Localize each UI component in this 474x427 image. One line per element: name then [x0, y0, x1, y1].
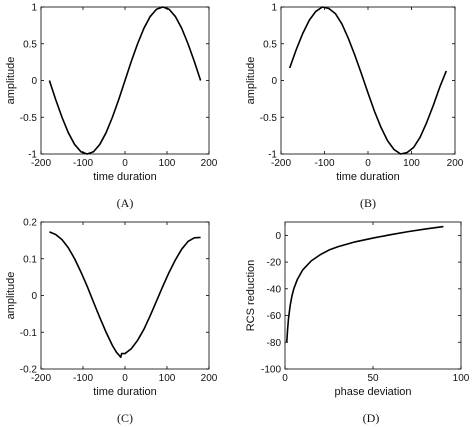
chart-panel-1: -200 -100 0 100 200 -1 -0.5 0 0.5 1 time duration a… [245, 3, 464, 211]
chart-panel-3: 0 50 100 -100 -80 -60 -40 -20 0 phase deviation RC… [245, 221, 470, 425]
y-tick-label: -0.5 [260, 113, 278, 124]
chart-panel-0: -200 -100 0 100 200 -1 -0.5 0 0.5 1 time duration a… [5, 3, 218, 211]
x-tick-label: 50 [367, 373, 379, 384]
series-line-0 [285, 225, 444, 343]
panel-label: (A) [117, 196, 134, 210]
series-line-0 [48, 6, 202, 155]
y-tick-label: 0.5 [23, 39, 37, 50]
y-axis-label: amplitude [5, 272, 17, 320]
y-tick-label: 1 [31, 3, 37, 14]
panel-label: (C) [117, 411, 133, 425]
x-axis-label: time duration [93, 386, 157, 398]
x-tick-label: 0 [282, 373, 288, 384]
panel-label: (B) [360, 196, 376, 210]
y-tick-label: -20 [267, 258, 282, 269]
y-tick-label: 1 [271, 3, 277, 14]
y-tick-label: 0.1 [23, 254, 37, 265]
y-axis-label: amplitude [245, 57, 257, 105]
y-tick-label: -80 [267, 338, 282, 349]
x-tick-label: 100 [159, 158, 176, 169]
x-tick-label: -200 [31, 158, 51, 169]
x-tick-label: -100 [314, 158, 334, 169]
x-tick-label: -200 [271, 158, 291, 169]
x-tick-label: 0 [365, 158, 371, 169]
y-tick-label: -60 [267, 311, 282, 322]
plot-frame [284, 221, 462, 370]
x-axis-label: phase deviation [334, 386, 411, 398]
x-tick-label: 100 [403, 158, 420, 169]
y-axis-label: RCS reduction [245, 260, 257, 332]
x-tick-label: -100 [73, 373, 93, 384]
x-tick-label: 0 [122, 158, 128, 169]
y-tick-label: -0.2 [20, 365, 38, 376]
x-tick-label: 200 [447, 158, 464, 169]
y-tick-label: 0 [31, 291, 37, 302]
panel-label: (D) [363, 411, 380, 425]
x-tick-label: -100 [73, 158, 93, 169]
y-tick-label: -40 [267, 284, 282, 295]
chart-panel-2: -200 -100 0 100 200 -0.2 -0.1 0 0.1 0.2 time durat… [5, 218, 218, 426]
y-tick-label: -0.1 [20, 328, 38, 339]
x-tick-label: -200 [31, 373, 51, 384]
plot-frame [280, 6, 456, 155]
y-axis-label: amplitude [5, 57, 17, 105]
x-tick-label: 100 [159, 373, 176, 384]
x-tick-label: 200 [201, 373, 218, 384]
y-tick-label: 0 [271, 76, 277, 87]
y-tick-label: -100 [261, 365, 281, 376]
y-tick-label: 0 [275, 231, 281, 242]
x-tick-label: 100 [453, 373, 470, 384]
series-line-0 [288, 6, 448, 155]
y-tick-label: -1 [28, 150, 37, 161]
y-tick-label: -0.5 [20, 113, 38, 124]
x-axis-label: time duration [93, 171, 157, 183]
x-tick-label: 0 [122, 373, 128, 384]
y-tick-label: -1 [268, 150, 277, 161]
y-tick-label: 0.2 [23, 218, 37, 229]
y-tick-label: 0 [31, 76, 37, 87]
x-axis-label: time duration [336, 171, 400, 183]
y-tick-label: 0.5 [263, 39, 277, 50]
series-line-0 [49, 231, 201, 359]
x-tick-label: 200 [201, 158, 218, 169]
